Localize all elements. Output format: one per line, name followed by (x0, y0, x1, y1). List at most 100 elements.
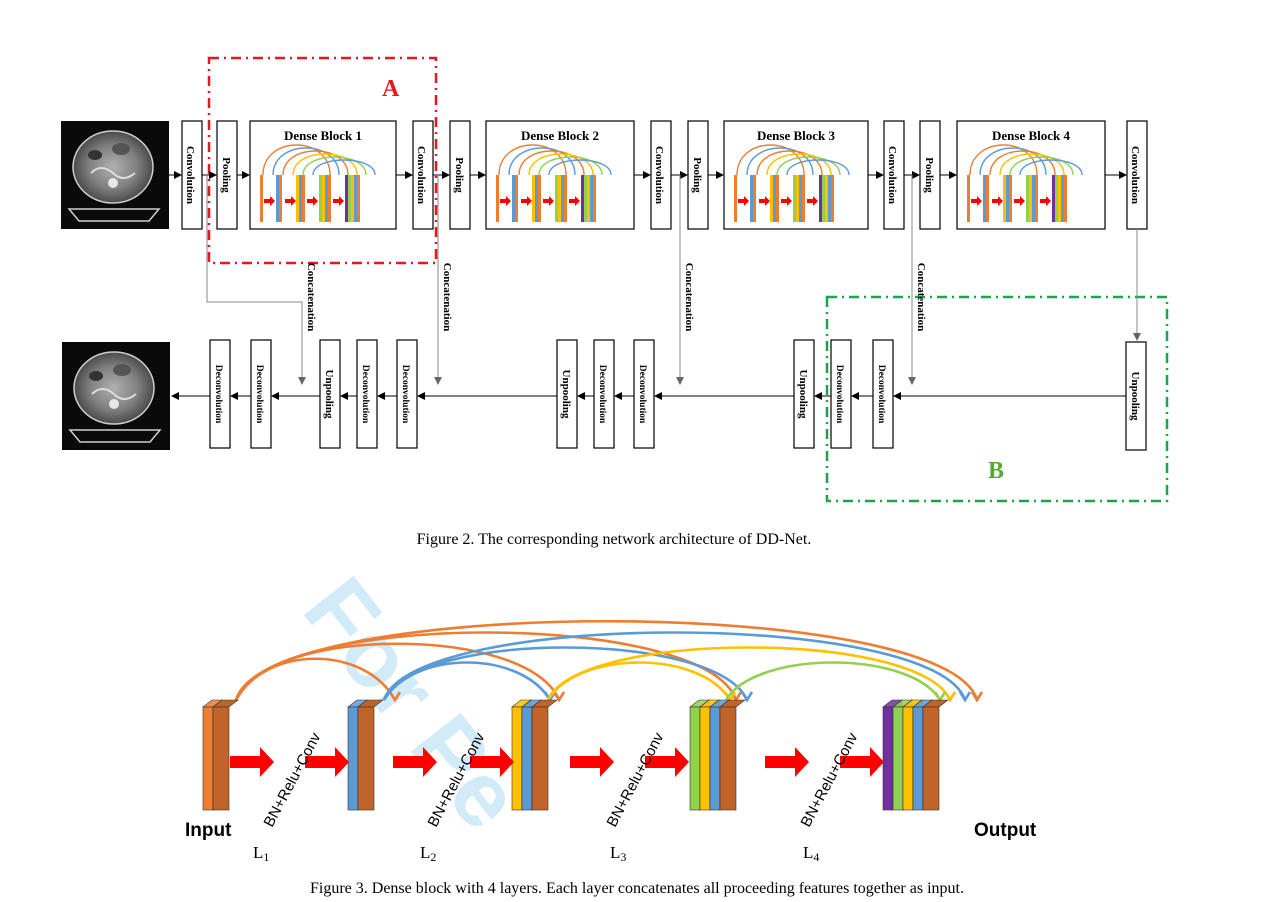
region-a-box (207, 56, 438, 265)
pool-label-2: Pooling (453, 157, 465, 193)
mini-connection-arc (1009, 156, 1074, 176)
mini-feature-bar (260, 175, 263, 222)
mini-feature-bar (831, 175, 834, 222)
mini-feature-bar (279, 175, 282, 222)
dense-block-mini-2 (496, 144, 612, 222)
pool-label-3: Pooling (691, 157, 703, 193)
mini-feature-bar (825, 175, 828, 222)
mini-connection-arc (282, 150, 349, 176)
dense-block-title-3: Dense Block 3 (757, 128, 836, 143)
deconv-label-3: Deconvolution (360, 365, 370, 424)
mini-connection-arc (272, 147, 340, 176)
mini-red-arrow (1040, 196, 1051, 206)
mini-feature-bar (770, 175, 773, 222)
mini-feature-bar (773, 175, 776, 222)
mini-feature-bar (555, 175, 558, 222)
mini-red-arrow (333, 196, 344, 206)
conv-label-5: Convolution (1129, 146, 1141, 204)
mini-feature-bar (1052, 175, 1055, 222)
dense-block-title-4: Dense Block 4 (992, 128, 1071, 143)
region-b-label: B (988, 458, 1004, 484)
layer-label-2-text: L (420, 843, 430, 862)
concat-label-4: Concatenation (915, 263, 927, 331)
layer-label-subscript: 1 (263, 850, 269, 864)
layer-label-3-text: L (610, 843, 620, 862)
arc-arrowhead (552, 691, 566, 703)
layer-label-2: L2 (420, 843, 436, 864)
pool-label-1: Pooling (220, 157, 232, 193)
concat-label-1: Concatenation (305, 263, 317, 331)
red-flow-arrow (230, 747, 274, 777)
mini-feature-bar (828, 175, 831, 222)
mini-red-arrow (521, 196, 532, 206)
stack-l4 (882, 699, 949, 811)
mini-feature-bar (322, 175, 325, 222)
arc-arrowhead (388, 691, 402, 703)
dense-connection-arc (382, 631, 967, 701)
mini-connection-arc (999, 153, 1065, 176)
arc-arrowhead (943, 691, 957, 703)
mini-feature-bar (590, 175, 593, 222)
layer-label-1: L1 (253, 843, 269, 864)
layer-label-4-text: L (803, 843, 813, 862)
figure-3-caption: Figure 3. Dense block with 4 layers. Eac… (310, 880, 964, 897)
slab-front-face (511, 706, 523, 811)
stack-input (202, 699, 239, 811)
mini-feature-bar (1026, 175, 1029, 222)
mini-feature-bar (750, 175, 753, 222)
mini-feature-bar (276, 175, 279, 222)
slab-front-face (357, 706, 375, 811)
mini-feature-bar (296, 175, 299, 222)
mini-feature-bar (1003, 175, 1006, 222)
layer-label-subscript: 3 (620, 850, 626, 864)
mini-feature-bar (319, 175, 322, 222)
slab-front-face (912, 706, 924, 811)
op-label-1: BN+Relu+Conv (261, 729, 325, 829)
mini-feature-bar (581, 175, 584, 222)
slab-front-face (699, 706, 711, 811)
slab-front-face (882, 706, 894, 811)
mini-feature-bar (986, 175, 989, 222)
conv-label-1: Convolution (184, 146, 196, 204)
mini-feature-bar (822, 175, 825, 222)
mini-connection-arc (736, 144, 805, 176)
mini-feature-bar (496, 175, 499, 222)
mini-connection-arc (302, 156, 367, 176)
dense-connection-arcs (234, 619, 984, 703)
region-a-label: A (382, 76, 400, 102)
mini-feature-bar (1029, 175, 1032, 222)
mini-feature-bar (983, 175, 986, 222)
mini-connection-arc (538, 156, 603, 176)
mini-feature-bar (796, 175, 799, 222)
mini-connection-arc (756, 150, 823, 176)
figure-2-caption: Figure 2. The corresponding network arch… (417, 531, 812, 548)
mini-feature-bar (1035, 175, 1038, 222)
mini-feature-bar (1061, 175, 1064, 222)
mini-feature-bar (819, 175, 822, 222)
mini-red-arrow (569, 196, 580, 206)
mini-feature-bar (532, 175, 535, 222)
mini-feature-bar (538, 175, 541, 222)
dense-block-mini-4 (967, 144, 1083, 222)
ct-input-image (60, 120, 170, 230)
layer-label-1-text: L (253, 843, 263, 862)
slab-front-face (521, 706, 533, 811)
red-flow-arrow (645, 747, 689, 777)
mini-connection-arc (776, 156, 841, 176)
ct-output-image (61, 341, 171, 451)
deconv-label-4: Deconvolution (400, 365, 410, 424)
mini-feature-bar (584, 175, 587, 222)
output-label: Output (974, 820, 1037, 841)
mini-feature-bar (793, 175, 796, 222)
conv-label-2: Convolution (415, 146, 427, 204)
layer-label-subscript: 2 (430, 850, 436, 864)
mini-feature-bar (351, 175, 354, 222)
dense-connection-arc (382, 646, 749, 701)
op-label-3: BN+Relu+Conv (604, 729, 668, 829)
mini-feature-bar (515, 175, 518, 222)
dense-block-mini-1 (260, 144, 376, 222)
concat-label-3: Concatenation (683, 263, 695, 331)
mini-red-arrow (264, 196, 275, 206)
slab-front-face (212, 706, 230, 811)
